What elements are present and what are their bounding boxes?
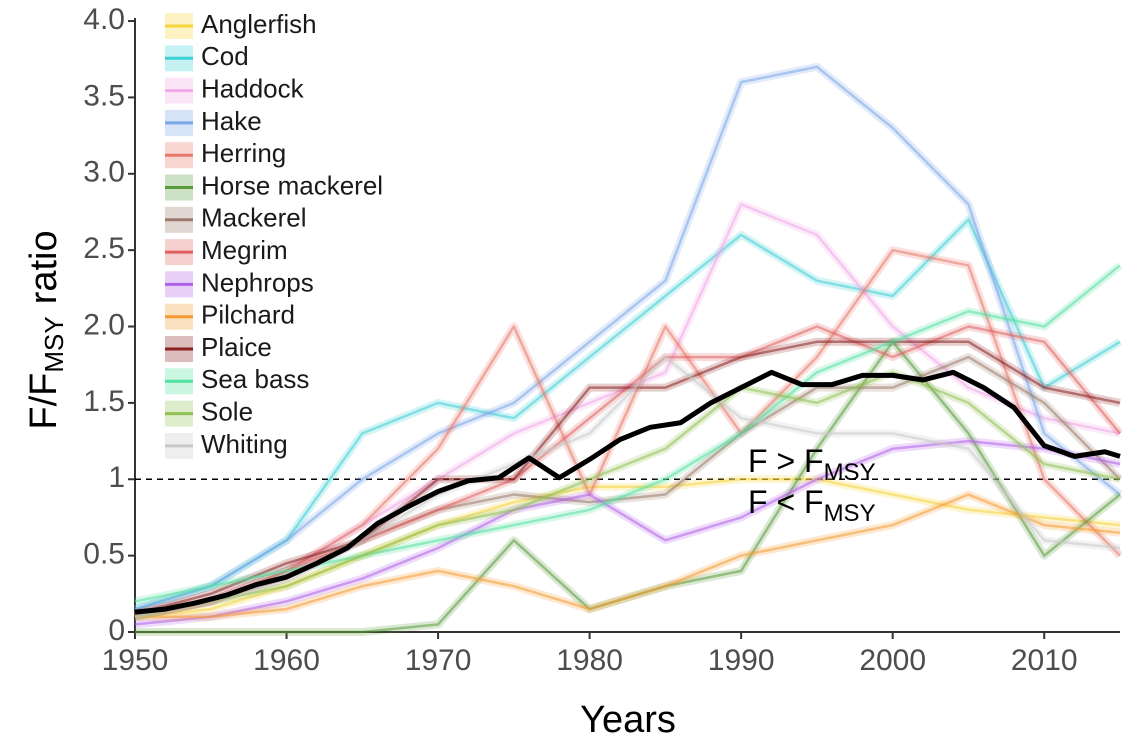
legend-label: Mackerel — [201, 203, 306, 233]
y-tick-label: 3.5 — [83, 79, 125, 112]
y-tick-label: 0 — [108, 614, 125, 647]
x-tick-label: 1990 — [708, 644, 775, 677]
x-tick-label: 2000 — [859, 644, 926, 677]
x-tick-label: 1960 — [253, 644, 320, 677]
series-line — [134, 264, 1121, 603]
series-line — [134, 248, 1121, 618]
y-title-sub: MSY — [39, 316, 69, 372]
x-tick-label: 2010 — [1011, 644, 1078, 677]
legend-label: Cod — [201, 41, 249, 71]
legend-label: Herring — [201, 138, 286, 168]
series-line — [134, 369, 1121, 615]
y-tick-label: 1.5 — [83, 385, 125, 418]
y-tick-label: 4.0 — [83, 3, 125, 36]
x-tick-label: 1950 — [102, 644, 169, 677]
series-line — [134, 340, 1121, 615]
series-line — [134, 65, 1121, 611]
legend-label: Whiting — [201, 429, 288, 459]
annotation-text: F > F — [748, 443, 824, 479]
y-title-rest: ratio — [23, 230, 65, 304]
legend-label: Sole — [201, 396, 253, 426]
annotation: F < FMSY — [748, 484, 876, 527]
legend-label: Megrim — [201, 235, 288, 265]
y-tick-label: 3.0 — [83, 156, 125, 189]
series-line — [134, 218, 1121, 611]
series-line — [134, 371, 1121, 618]
annotation-sub: MSY — [824, 500, 876, 527]
y-title-main: F/F — [23, 373, 65, 430]
x-tick-label: 1970 — [405, 644, 472, 677]
y-axis-title: F/FMSY ratio — [23, 230, 69, 429]
legend-label: Haddock — [201, 73, 305, 103]
y-tick-label: 0.5 — [83, 538, 125, 571]
x-tick-label: 1980 — [556, 644, 623, 677]
x-axis-title: Years — [580, 699, 676, 741]
series-line — [134, 439, 1121, 626]
legend-label: Sea bass — [201, 364, 309, 394]
legend-label: Hake — [201, 106, 262, 136]
legend-label: Nephrops — [201, 267, 314, 297]
annotation: F > FMSY — [748, 443, 876, 486]
legend-label: Pilchard — [201, 300, 295, 330]
annotation-text: F < F — [748, 484, 824, 520]
legend-label: Anglerfish — [201, 9, 317, 39]
series-line — [135, 493, 1121, 618]
y-tick-label: 1 — [108, 461, 125, 494]
y-tick-label: 2.5 — [83, 232, 125, 265]
y-tick-label: 2.0 — [83, 308, 125, 341]
legend-label: Plaice — [201, 332, 272, 362]
annotation-sub: MSY — [824, 459, 876, 486]
legend-label: Horse mackerel — [201, 170, 383, 200]
